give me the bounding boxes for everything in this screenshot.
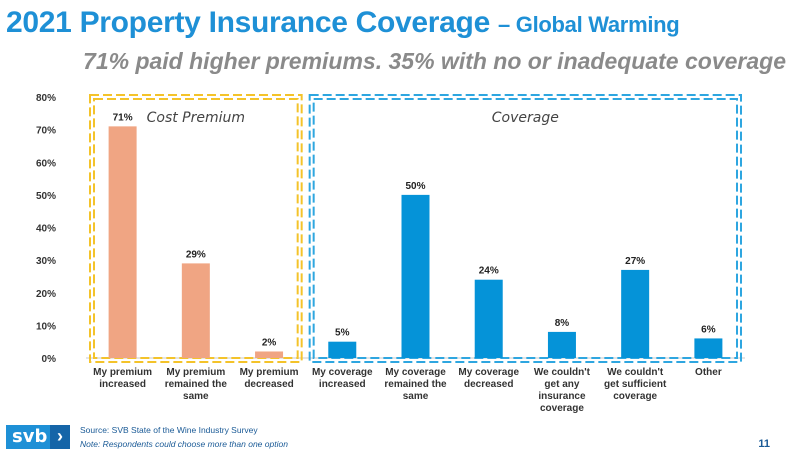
category-label: same (403, 391, 429, 402)
page-subtitle: 71% paid higher premiums. 35% with no or… (83, 48, 786, 74)
group-box-border (308, 94, 742, 363)
bar-value-label: 50% (405, 181, 425, 192)
category-label: coverage (613, 391, 657, 402)
y-tick-label: 70% (36, 126, 56, 137)
source-note: Source: SVB State of the Wine Industry S… (80, 425, 258, 435)
page-title: 2021 Property Insurance Coverage – Globa… (6, 6, 680, 40)
bar-value-label: 6% (701, 324, 716, 335)
bar-value-label: 27% (625, 256, 645, 267)
category-label: My premium (166, 367, 225, 378)
category-label: same (183, 391, 209, 402)
category-label: My coverage (458, 367, 519, 378)
category-label: My premium (93, 367, 152, 378)
bar-value-label: 2% (262, 337, 277, 348)
category-label: My premium (240, 367, 299, 378)
category-label: My coverage (312, 367, 373, 378)
respondents-note: Note: Respondents could choose more than… (80, 439, 288, 449)
bar-value-label: 5% (335, 328, 350, 339)
y-tick-label: 10% (36, 321, 56, 332)
page-number: 11 (758, 438, 770, 450)
bar (401, 194, 430, 358)
category-label: remained the (165, 379, 228, 390)
category-label: insurance (538, 391, 586, 402)
category-label: Other (695, 367, 722, 378)
logo-text: svb (12, 426, 48, 447)
y-tick-label: 30% (36, 256, 56, 267)
group-label: Cost Premium (147, 110, 245, 126)
bar (474, 279, 503, 358)
category-label: increased (99, 379, 146, 390)
y-tick-label: 50% (36, 191, 56, 202)
category-label: remained the (384, 379, 447, 390)
bar (181, 263, 210, 358)
category-label: decreased (464, 379, 513, 390)
category-label: increased (319, 379, 366, 390)
category-label: get any (544, 379, 579, 390)
group-box-border (312, 98, 738, 359)
bar (547, 331, 576, 358)
chevron-right-icon: › (50, 425, 70, 449)
y-tick-label: 0% (42, 354, 57, 365)
svb-logo: svb › (6, 425, 70, 449)
bar-value-label: 24% (479, 266, 499, 277)
title-suffix: – Global Warming (498, 12, 680, 37)
y-tick-label: 60% (36, 158, 56, 169)
y-tick-label: 20% (36, 289, 56, 300)
category-label: We couldn't (534, 367, 591, 378)
category-label: coverage (540, 403, 584, 414)
group-label: Coverage (492, 110, 559, 126)
bar-value-label: 29% (186, 249, 206, 260)
group-box-border (89, 94, 303, 363)
bar (694, 338, 723, 358)
bar (108, 126, 137, 358)
bar-value-label: 71% (113, 112, 133, 123)
bar (621, 269, 650, 358)
bar-value-label: 8% (555, 318, 570, 329)
bar (328, 341, 357, 358)
y-tick-label: 40% (36, 224, 56, 235)
title-main: 2021 Property Insurance Coverage (6, 6, 490, 39)
category-label: decreased (244, 379, 293, 390)
category-label: My coverage (385, 367, 446, 378)
bar (255, 351, 284, 358)
category-label: get sufficient (604, 379, 667, 390)
category-label: We couldn't (607, 367, 664, 378)
y-tick-label: 80% (36, 93, 56, 104)
